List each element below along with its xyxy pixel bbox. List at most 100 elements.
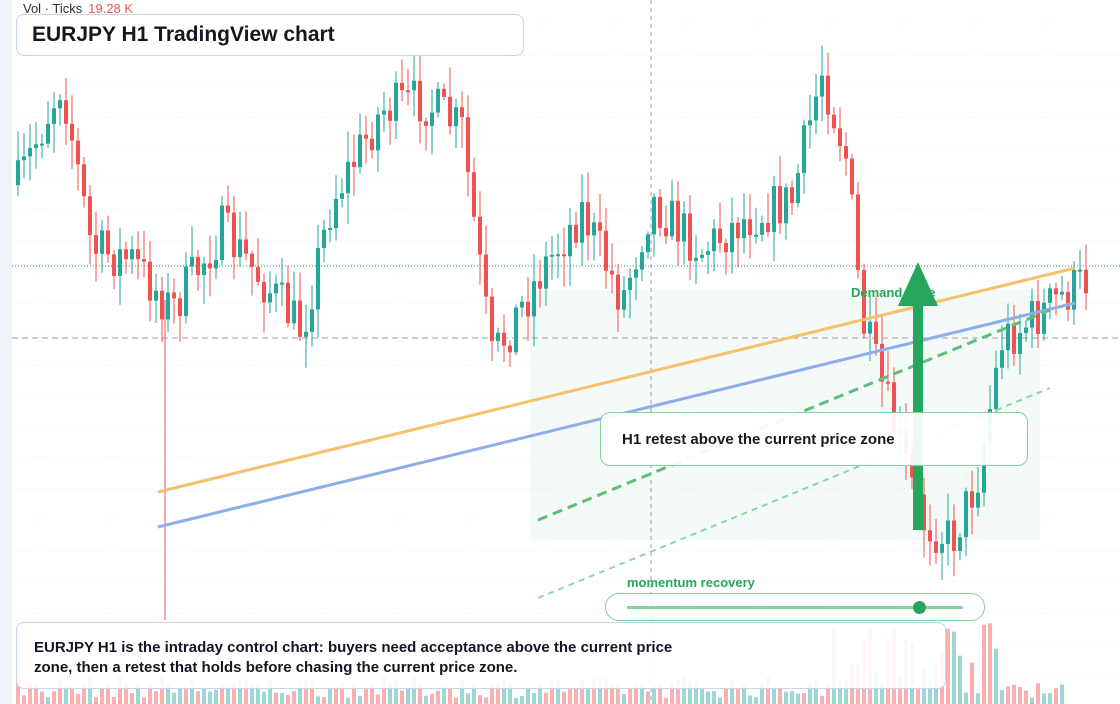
candle-body: [82, 164, 86, 197]
volume-bar: [382, 676, 386, 704]
volume-bar: [664, 697, 668, 704]
volume-bar: [286, 694, 290, 704]
candle-body: [736, 222, 740, 239]
candle-body: [562, 254, 566, 257]
volume-bar: [520, 696, 524, 704]
volume-bar: [1000, 690, 1004, 704]
left-edge-strip: [0, 0, 12, 704]
momentum-slider-knob[interactable]: [913, 601, 927, 614]
volume-bar: [958, 655, 962, 704]
volume-bar: [580, 678, 584, 704]
candle-body: [460, 107, 464, 118]
candle-body: [58, 100, 62, 109]
candle-body: [724, 242, 728, 253]
volume-bar: [1018, 686, 1022, 704]
volume-bar: [262, 691, 266, 704]
volume-bar: [814, 677, 818, 704]
candle-body: [124, 249, 128, 260]
analysis-note-card: EURJPY H1 is the intraday control chart:…: [16, 622, 946, 689]
volume-bar: [778, 688, 782, 704]
volume-indicator-name: Vol · Ticks: [23, 1, 83, 16]
candle-body: [448, 96, 452, 127]
candle-body: [112, 254, 116, 276]
volume-bar: [952, 631, 956, 704]
analysis-note-line-1: EURJPY H1 is the intraday control chart:…: [34, 639, 673, 656]
volume-bar: [808, 683, 812, 704]
volume-bar: [256, 684, 260, 704]
candle-body: [94, 235, 98, 254]
volume-bar: [424, 695, 428, 704]
volume-bar: [622, 693, 626, 704]
volume-bar: [100, 686, 104, 704]
candle-body: [370, 138, 374, 151]
volume-bar: [94, 697, 98, 704]
candle-body: [664, 227, 668, 237]
candle-body: [496, 332, 500, 342]
candle-body: [166, 292, 170, 320]
volume-bar: [1042, 693, 1046, 704]
volume-bar: [730, 679, 734, 704]
candle-body: [598, 222, 602, 231]
candle-body: [220, 205, 224, 260]
volume-bar: [64, 685, 68, 704]
candle-body: [514, 307, 518, 353]
candle-body: [892, 382, 896, 434]
candle-body: [328, 228, 332, 231]
candle-body: [850, 158, 854, 195]
volume-bar: [484, 697, 488, 704]
analysis-note-line-2: zone, then a retest that holds before ch…: [34, 659, 518, 676]
volume-bar: [442, 686, 446, 704]
candle-body: [484, 254, 488, 297]
candle-body: [502, 332, 506, 346]
candle-body: [880, 343, 884, 382]
candle-body: [88, 196, 92, 236]
candle-body: [1048, 288, 1052, 303]
candle-body: [694, 257, 698, 261]
candle-body: [340, 193, 344, 199]
candle-body: [202, 263, 206, 276]
momentum-slider[interactable]: [605, 593, 985, 621]
volume-bar: [364, 689, 368, 704]
candle-body: [706, 251, 710, 255]
candle-body: [298, 300, 302, 337]
candle-body: [64, 100, 68, 124]
volume-indicator-value: 19.28 K: [88, 1, 134, 16]
volume-bar: [244, 679, 248, 704]
volume-bar: [232, 684, 236, 704]
candle-body: [886, 381, 890, 384]
candle-body: [676, 200, 680, 242]
candle-body: [856, 194, 860, 271]
volume-bar: [22, 695, 26, 704]
candle-body: [718, 228, 722, 243]
candle-body: [766, 222, 770, 233]
candle-body: [826, 75, 830, 115]
candle-body: [814, 96, 818, 121]
volume-bar: [556, 679, 560, 704]
volume-bar: [52, 691, 56, 704]
candle-body: [616, 274, 620, 310]
volume-bar: [628, 688, 632, 704]
candle-body: [922, 494, 926, 531]
volume-bar: [802, 693, 806, 704]
volume-bar: [346, 697, 350, 704]
candle-body: [400, 82, 404, 91]
candle-body: [1042, 302, 1046, 334]
candle-body: [46, 123, 50, 144]
volume-bar: [376, 694, 380, 704]
volume-bar: [976, 693, 980, 704]
volume-bar: [394, 678, 398, 704]
candle-body: [508, 345, 512, 353]
candle-body: [1006, 323, 1010, 351]
candle-body: [964, 491, 968, 538]
candle-body: [550, 254, 554, 257]
volume-bar: [280, 693, 284, 704]
volume-bar: [1030, 697, 1034, 704]
volume-bar: [190, 679, 194, 704]
volume-bar: [214, 689, 218, 704]
candle-body: [1018, 333, 1022, 354]
candle-body: [832, 114, 836, 129]
volume-bar: [574, 689, 578, 704]
volume-bar: [352, 684, 356, 704]
volume-bar: [292, 691, 296, 704]
volume-bar: [970, 662, 974, 704]
